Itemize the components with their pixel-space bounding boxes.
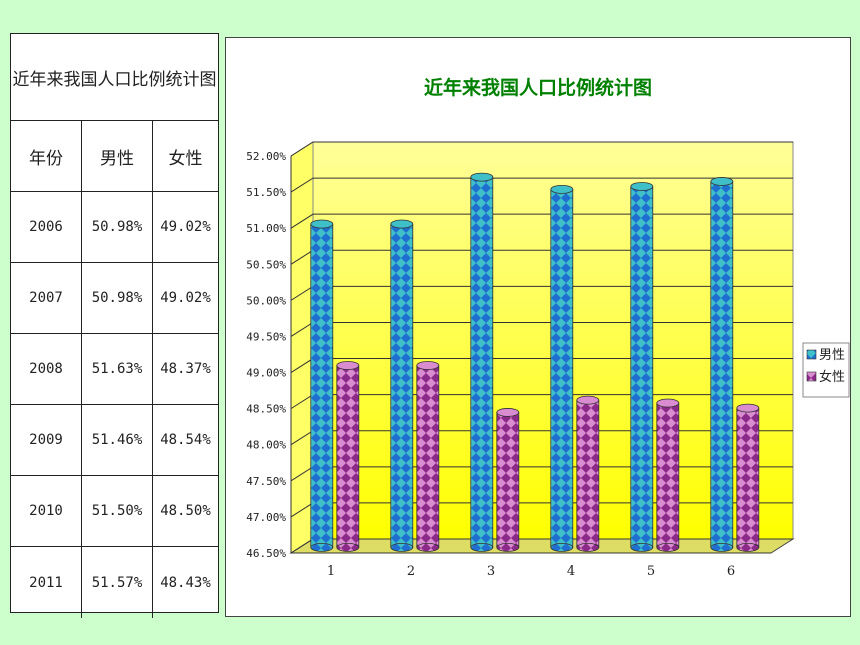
data-table: 近年来我国人口比例统计图 年份 男性 女性 2006 50.98% 49.02%… bbox=[10, 33, 219, 618]
bar-base bbox=[496, 542, 520, 552]
y-tick-label: 49.50% bbox=[246, 330, 286, 343]
legend-swatch bbox=[806, 349, 817, 360]
header-female: 女性 bbox=[168, 148, 203, 169]
bar-base bbox=[576, 542, 600, 552]
y-tick-label: 48.50% bbox=[246, 403, 286, 416]
table-row: 2008 51.63% 48.37% bbox=[11, 334, 218, 405]
bar-male bbox=[470, 176, 494, 548]
bar-top bbox=[336, 361, 360, 370]
legend-label: 男性 bbox=[819, 348, 845, 363]
bar-base bbox=[336, 542, 360, 552]
chart-panel: 近年来我国人口比例统计图 46.50% 47.00% 47.50% 48.00% 48.5… bbox=[225, 37, 851, 617]
table-row: 2011 51.57% 48.43% bbox=[11, 547, 218, 618]
x-tick-label: 6 bbox=[727, 564, 735, 579]
y-tick-label: 50.50% bbox=[246, 258, 286, 271]
table-header-row: 年份 男性 女性 bbox=[11, 121, 218, 192]
chart-title: 近年来我国人口比例统计图 bbox=[424, 76, 652, 99]
table-row: 2007 50.98% 49.02% bbox=[11, 263, 218, 334]
cell-year: 2008 bbox=[11, 334, 82, 404]
cell-female: 48.43% bbox=[160, 574, 211, 591]
cell-male: 51.63% bbox=[82, 334, 153, 404]
x-tick-label: 4 bbox=[567, 564, 575, 579]
bar-male bbox=[390, 223, 414, 548]
cell-male: 50.98% bbox=[82, 263, 153, 333]
cell-year: 2010 bbox=[11, 476, 82, 546]
bar-top bbox=[390, 219, 414, 229]
bar-top bbox=[576, 395, 600, 405]
bar-top bbox=[630, 182, 654, 191]
plot-side-wall bbox=[290, 141, 314, 554]
bar-chart: 近年来我国人口比例统计图 46.50% 47.00% 47.50% 48.00% 48.5… bbox=[246, 76, 850, 579]
cell-female: 48.37% bbox=[160, 361, 211, 377]
table-row: 2010 51.50% 48.50% bbox=[11, 476, 218, 547]
x-tick-label: 2 bbox=[407, 564, 415, 579]
header-male: 男性 bbox=[82, 121, 153, 191]
bar-base bbox=[390, 542, 414, 552]
bar-top bbox=[496, 408, 520, 417]
bar-base bbox=[736, 542, 760, 552]
bar-top bbox=[470, 172, 494, 182]
bar-male bbox=[710, 181, 734, 548]
bar-female bbox=[496, 412, 520, 548]
y-tick-label: 47.00% bbox=[246, 511, 286, 524]
cell-male: 51.57% bbox=[82, 547, 153, 618]
legend-swatch bbox=[806, 371, 817, 382]
cell-female: 48.50% bbox=[160, 503, 211, 519]
y-tick-label: 50.00% bbox=[246, 294, 286, 307]
bar-top bbox=[416, 361, 440, 370]
bar-top bbox=[710, 177, 734, 186]
cell-female: 49.02% bbox=[160, 219, 211, 235]
y-tick-label: 47.50% bbox=[246, 475, 286, 488]
bar-female bbox=[736, 407, 760, 548]
bar-base bbox=[550, 542, 574, 552]
cell-male: 50.98% bbox=[82, 192, 153, 262]
bar-female bbox=[416, 365, 440, 548]
table-title: 近年来我国人口比例统计图 bbox=[11, 34, 218, 121]
bar-base bbox=[416, 542, 440, 552]
gridline bbox=[290, 177, 793, 193]
x-tick-label: 3 bbox=[487, 564, 495, 579]
bar-base bbox=[470, 542, 494, 552]
y-tick-label: 48.00% bbox=[246, 439, 286, 452]
bar-base bbox=[630, 542, 654, 552]
cell-year: 2006 bbox=[11, 192, 82, 262]
bar-base bbox=[310, 542, 334, 552]
y-tick-label: 51.50% bbox=[246, 186, 286, 199]
bar-top bbox=[736, 403, 760, 413]
bar-base bbox=[656, 542, 680, 552]
cell-male: 51.46% bbox=[82, 405, 153, 475]
table-row: 2006 50.98% 49.02% bbox=[11, 192, 218, 263]
cell-year: 2011 bbox=[11, 547, 82, 618]
y-tick-label: 49.00% bbox=[246, 367, 286, 380]
bar-base bbox=[710, 542, 734, 552]
bar-top bbox=[550, 184, 574, 194]
bar-female bbox=[656, 402, 680, 548]
bar-male bbox=[310, 223, 334, 548]
cell-male: 51.50% bbox=[82, 476, 153, 546]
bar-male bbox=[630, 186, 654, 548]
cell-female: 49.02% bbox=[160, 290, 211, 306]
x-tick-label: 1 bbox=[327, 564, 335, 579]
y-tick-label: 46.50% bbox=[246, 547, 286, 560]
header-year: 年份 bbox=[11, 121, 82, 191]
cell-year: 2009 bbox=[11, 405, 82, 475]
gridline bbox=[290, 141, 793, 157]
bar-female bbox=[576, 399, 600, 548]
bar-female bbox=[336, 365, 360, 548]
y-tick-label: 51.00% bbox=[246, 222, 286, 235]
bar-top bbox=[656, 398, 680, 408]
y-tick-label: 52.00% bbox=[246, 150, 286, 163]
cell-year: 2007 bbox=[11, 263, 82, 333]
x-tick-label: 5 bbox=[647, 564, 655, 579]
table-row: 2009 51.46% 48.54% bbox=[11, 405, 218, 476]
cell-female: 48.54% bbox=[160, 432, 211, 448]
legend-label: 女性 bbox=[819, 369, 845, 385]
bar-male bbox=[550, 188, 574, 548]
bar-top bbox=[310, 219, 334, 229]
